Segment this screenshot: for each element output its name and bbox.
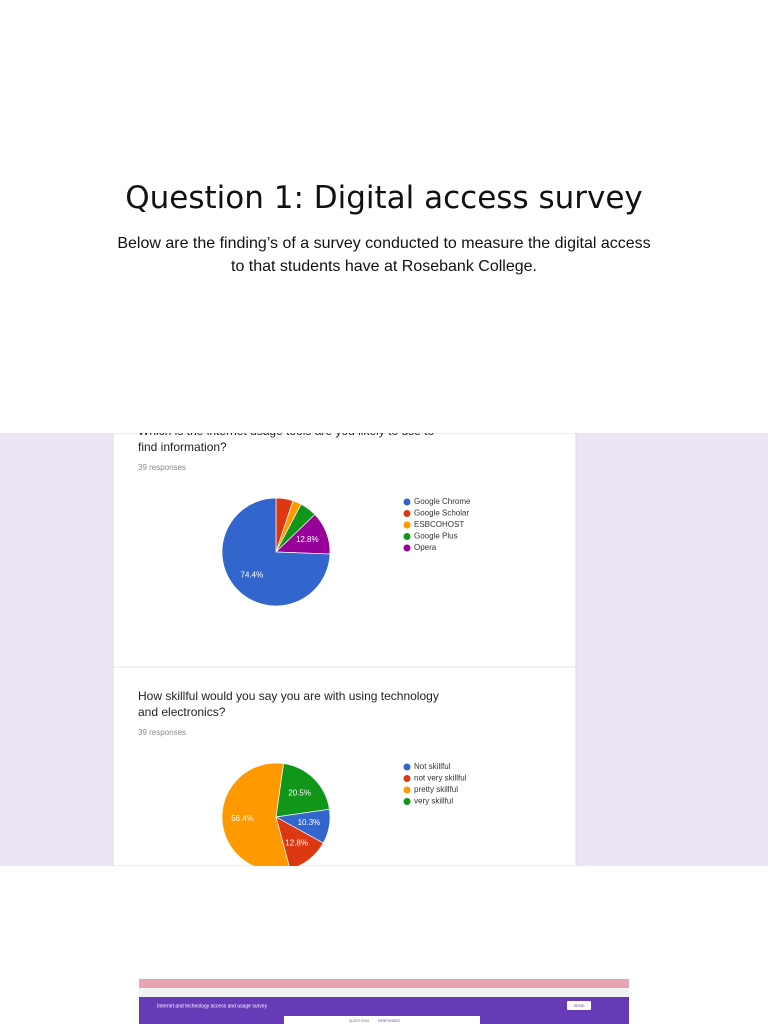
send-button[interactable]	[567, 1001, 591, 1010]
send-label: SEND	[573, 1003, 584, 1008]
legend-swatch	[403, 763, 411, 771]
legend-swatch	[403, 786, 411, 794]
tab[interactable]: RESPONSES	[378, 1019, 400, 1023]
legend-label: not very skillful	[414, 774, 467, 783]
pie-slice	[221, 497, 331, 607]
legend-swatch	[403, 798, 411, 805]
survey-screenshot: Which is the internet usage tools are yo…	[0, 433, 768, 866]
tab-bar	[139, 979, 629, 988]
legend-label: Google Chrome	[414, 497, 471, 506]
slide-title: Question 1: Digital access survey	[125, 180, 643, 216]
question-title: Which is the internet usage tools are yo…	[138, 433, 434, 454]
slice-label: 74.4%	[241, 570, 264, 579]
question-title: How skillful would you say you are with …	[138, 689, 439, 719]
tab[interactable]: QUESTIONS	[349, 1019, 370, 1023]
form-card	[284, 1016, 480, 1024]
legend-swatch	[403, 533, 411, 540]
legend-swatch	[403, 498, 411, 506]
pie-slice	[275, 763, 330, 818]
responses: 39 responses	[138, 463, 186, 472]
legend-label: Google Scholar	[414, 509, 469, 518]
responses: 39 responses	[138, 728, 186, 737]
form-title: Internet and technology access and usage…	[157, 1003, 268, 1009]
pie-slice	[221, 762, 290, 866]
legend-swatch	[403, 521, 411, 529]
slice-label: 20.5%	[288, 788, 311, 797]
legend-swatch	[403, 544, 411, 552]
slice-label: 12.8%	[296, 535, 319, 544]
address-bar	[139, 988, 629, 997]
legend-label: Opera	[414, 543, 437, 552]
legend-swatch	[403, 775, 411, 782]
browser-screenshot: Internet and technology access and usage…	[139, 979, 629, 1024]
slice-label: 56.4%	[231, 814, 254, 823]
legend-label: pretty skillful	[414, 785, 458, 794]
legend-label: Google Plus	[414, 532, 458, 541]
legend-swatch	[403, 510, 411, 517]
pie-slice	[275, 816, 324, 866]
slide-text: Below are the finding’s of a survey cond…	[117, 235, 651, 275]
slice-label: 12.8%	[285, 838, 308, 847]
slice-label: 10.3%	[298, 818, 321, 827]
legend-label: Not skillful	[414, 762, 451, 771]
legend-label: very skillful	[414, 797, 453, 806]
legend-label: ESBCOHOST	[414, 520, 464, 529]
card	[112, 433, 577, 866]
